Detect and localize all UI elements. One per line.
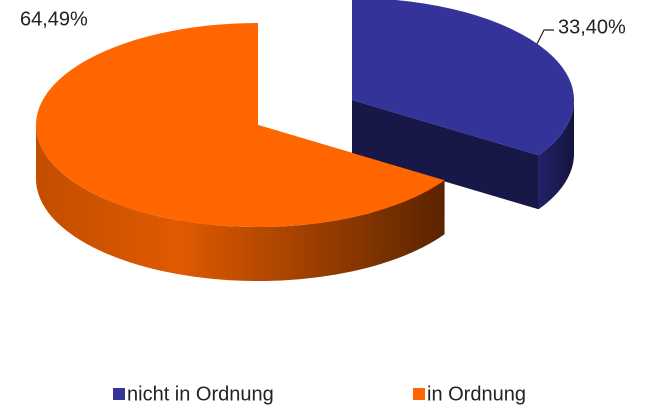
data-label: 64,49% xyxy=(20,8,88,30)
slice xyxy=(35,23,445,227)
legend-swatch xyxy=(113,388,125,400)
legend-swatch xyxy=(413,388,425,400)
legend-label: in Ordnung xyxy=(427,383,526,405)
slice xyxy=(352,0,574,156)
slice-cut-face xyxy=(352,100,539,210)
data-label: 33,40% xyxy=(558,16,626,38)
leader-line xyxy=(536,29,554,45)
legend-label: nicht in Ordnung xyxy=(127,383,274,405)
slice-side xyxy=(36,125,445,282)
slice-side xyxy=(538,100,574,210)
